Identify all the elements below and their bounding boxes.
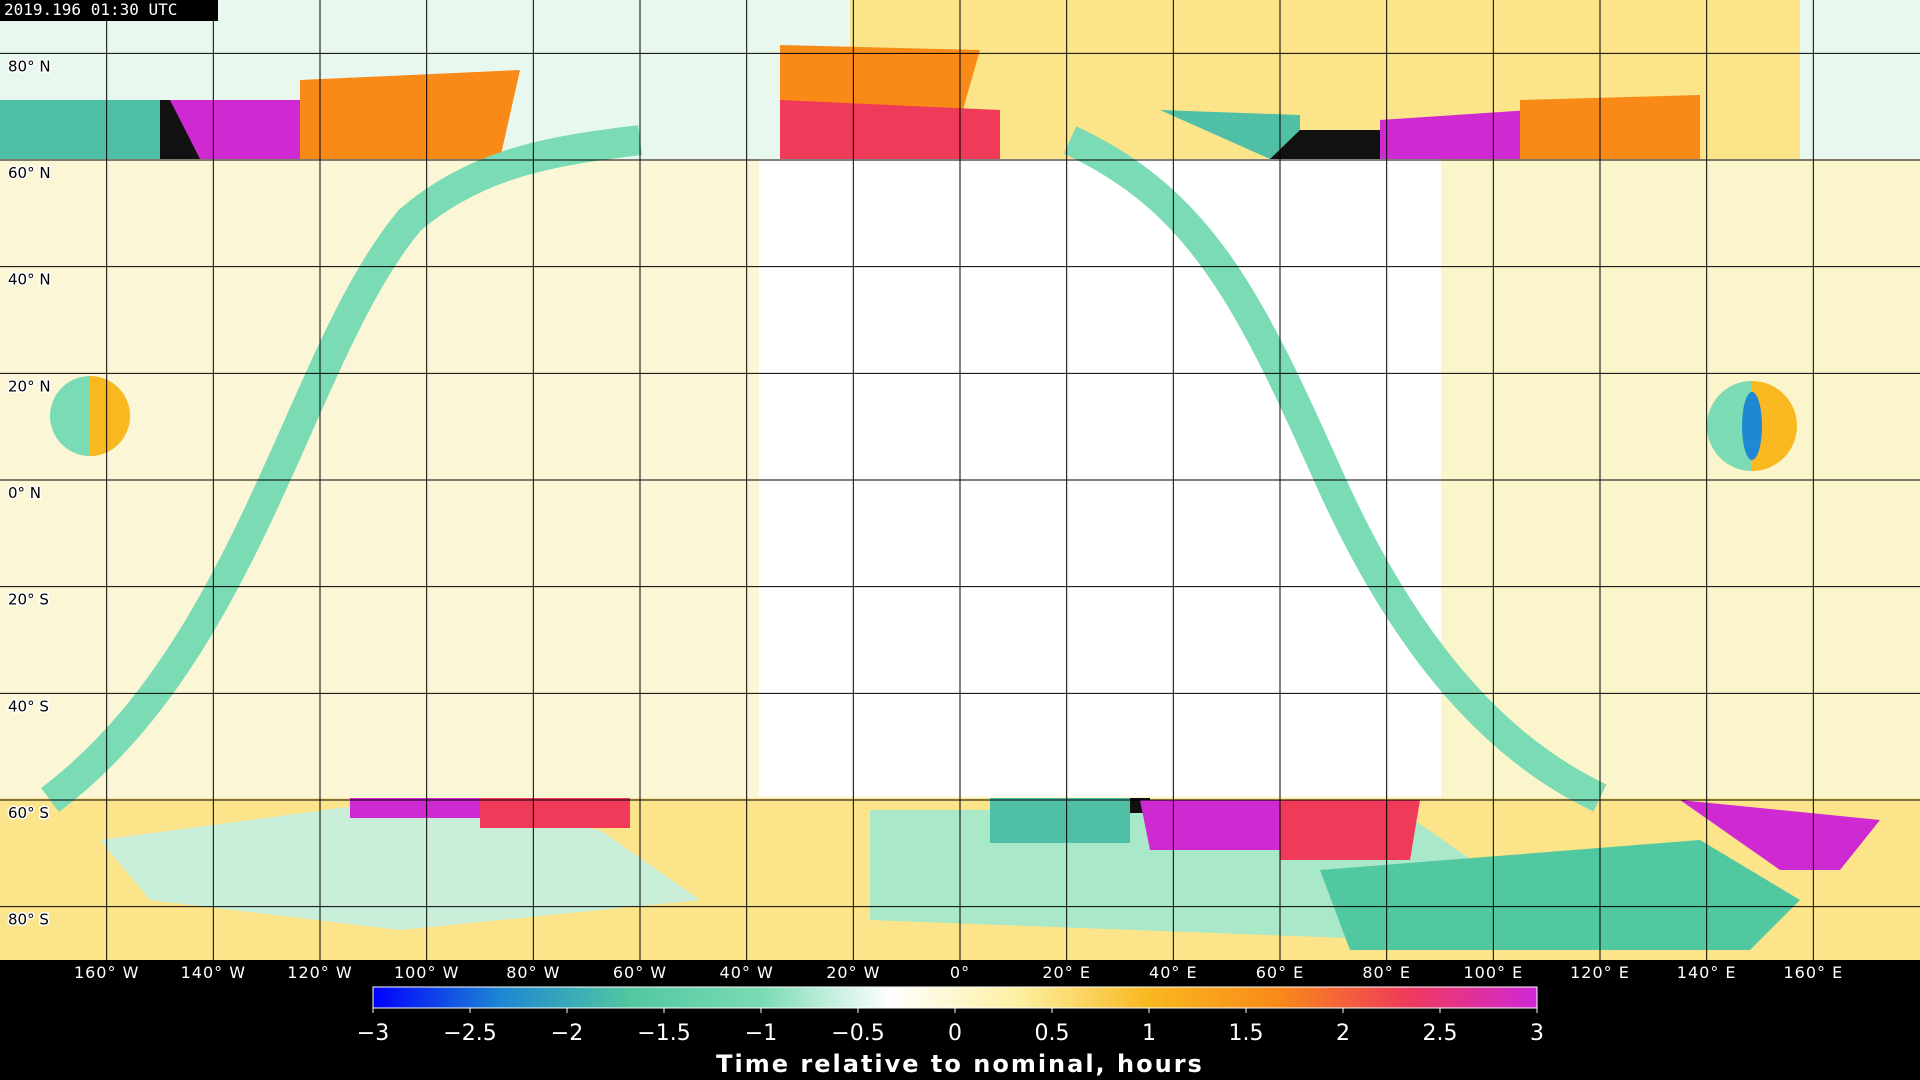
map-region [1441, 159, 1920, 799]
colorbar-tick-label: 0.5 [1035, 1021, 1070, 1046]
lon-label: 0° [950, 963, 970, 982]
colorbar-tick-label: 1 [1142, 1021, 1156, 1046]
lon-label: 40° E [1149, 963, 1198, 982]
lon-label: 120° E [1570, 963, 1630, 982]
timestamp-box [0, 0, 218, 21]
lat-label: 20° N [8, 377, 51, 395]
colorbar-tick-label: −0.5 [831, 1021, 884, 1046]
colorbar-tick-label: −1 [745, 1021, 777, 1046]
lat-label: 60° S [8, 804, 49, 822]
lon-label: 120° W [287, 963, 352, 982]
lat-label: 40° N [8, 271, 51, 289]
colorbar-tick-label: −2 [551, 1021, 583, 1046]
lat-label: 60° N [8, 164, 51, 182]
graticule [0, 0, 1920, 960]
colorbar-tick-label: 0 [948, 1021, 962, 1046]
lat-label: 80° S [8, 911, 49, 929]
colorbar-title: Time relative to nominal, hours [716, 1050, 1204, 1078]
lon-label: 60° W [613, 963, 667, 982]
lon-label: 20° W [826, 963, 880, 982]
lon-label: 100° E [1463, 963, 1523, 982]
lon-label: 160° W [74, 963, 139, 982]
lon-label: 20° E [1042, 963, 1091, 982]
lon-label: 140° W [181, 963, 246, 982]
lon-label: 140° E [1677, 963, 1737, 982]
timestamp: 2019.196 01:30 UTC [4, 0, 177, 19]
colorbar [372, 986, 1538, 1009]
eclipse-disk [50, 376, 1797, 471]
lon-label: 80° E [1362, 963, 1411, 982]
lon-label: 40° W [720, 963, 774, 982]
lon-label: 100° W [394, 963, 459, 982]
legend-panel [0, 960, 1920, 1080]
colorbar-tick-label: −3 [357, 1021, 389, 1046]
lat-label: 0° N [8, 484, 41, 502]
colorbar-tick-label: 2.5 [1423, 1021, 1458, 1046]
colorbar-tick-label: −1.5 [637, 1021, 690, 1046]
lat-label: 40° S [8, 697, 49, 715]
lon-label: 80° W [506, 963, 560, 982]
lat-label: 80° N [8, 57, 51, 75]
colorbar-tick-label: 1.5 [1229, 1021, 1264, 1046]
colorbar-tick-label: 3 [1530, 1021, 1544, 1046]
lon-label: 60° E [1256, 963, 1305, 982]
colorbar-tick-label: 2 [1336, 1021, 1350, 1046]
lat-label: 20° S [8, 591, 49, 609]
colorbar-tick-label: −2.5 [443, 1021, 496, 1046]
terminator-band [40, 125, 642, 812]
lon-label: 160° E [1783, 963, 1843, 982]
